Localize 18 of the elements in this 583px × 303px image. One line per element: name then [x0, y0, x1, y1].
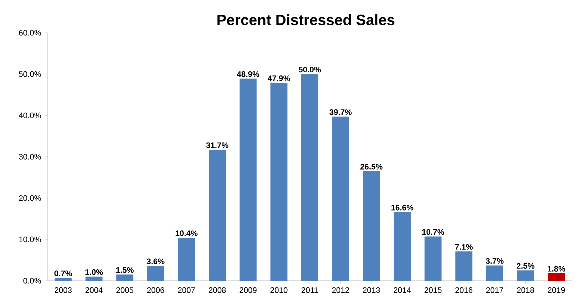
- bar: [116, 274, 134, 281]
- bar: [456, 252, 473, 281]
- bar: [363, 171, 380, 281]
- bar: [209, 150, 226, 281]
- bar: [54, 278, 72, 281]
- bar: [548, 274, 566, 281]
- bar: [517, 270, 534, 281]
- bar: [147, 266, 164, 281]
- bar: [178, 238, 196, 281]
- bar: [424, 236, 442, 281]
- bar: [302, 74, 319, 281]
- bar: [486, 266, 504, 281]
- bar: [240, 78, 257, 281]
- chart-title: Percent Distressed Sales: [218, 14, 395, 26]
- bar: [332, 116, 350, 281]
- bar: [86, 276, 103, 281]
- bar: [394, 212, 411, 281]
- bar: [270, 83, 288, 281]
